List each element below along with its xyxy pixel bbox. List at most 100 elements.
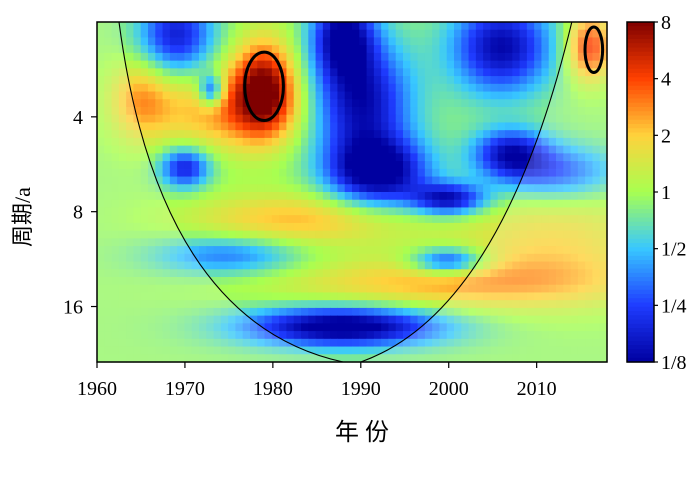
heatmap-cell	[446, 246, 455, 255]
heatmap-cell	[206, 137, 215, 147]
heatmap-cell	[250, 153, 258, 162]
heatmap-cell	[330, 22, 339, 31]
heatmap-cell	[410, 107, 419, 116]
heatmap-cell	[271, 130, 280, 139]
heatmap-cell	[556, 99, 564, 108]
heatmap-cell	[395, 292, 404, 301]
heatmap-cell	[388, 261, 397, 270]
heatmap-cell	[228, 37, 237, 46]
heatmap-cell	[505, 145, 513, 154]
heatmap-cell	[395, 107, 404, 116]
heatmap-cell	[461, 323, 470, 332]
heatmap-cell	[97, 238, 105, 247]
heatmap-cell	[148, 338, 156, 348]
heatmap-cell	[148, 176, 156, 185]
heatmap-cell	[126, 22, 135, 31]
heatmap-cell	[410, 153, 419, 162]
heatmap-cell	[541, 130, 550, 139]
heatmap-cell	[548, 184, 557, 193]
heatmap-cell	[220, 60, 229, 69]
heatmap-cell	[570, 269, 579, 278]
heatmap-cell	[322, 52, 331, 62]
heatmap-cell	[446, 269, 455, 278]
heatmap-cell	[271, 122, 280, 131]
heatmap-cell	[468, 153, 477, 162]
heatmap-cell	[271, 83, 280, 93]
heatmap-cell	[191, 91, 200, 100]
heatmap-cell	[592, 246, 601, 255]
heatmap-cell	[577, 222, 586, 232]
heatmap-cell	[505, 99, 513, 108]
heatmap-cell	[563, 222, 572, 232]
heatmap-cell	[417, 114, 426, 124]
heatmap-cell	[97, 315, 105, 324]
heatmap-cell	[315, 222, 324, 232]
heatmap-cell	[104, 145, 113, 154]
heatmap-cell	[468, 68, 477, 77]
heatmap-cell	[220, 176, 229, 185]
heatmap-cell	[308, 145, 317, 154]
heatmap-cell	[556, 168, 564, 178]
heatmap-cell	[490, 29, 499, 39]
heatmap-cell	[250, 91, 258, 100]
heatmap-cell	[541, 207, 550, 216]
heatmap-cell	[585, 230, 594, 239]
heatmap-cell	[417, 238, 426, 247]
heatmap-cell	[111, 354, 120, 363]
heatmap-cell	[497, 207, 506, 216]
heatmap-cell	[97, 22, 105, 31]
heatmap-cell	[439, 83, 448, 93]
heatmap-cell	[505, 161, 513, 170]
heatmap-cell	[548, 45, 557, 54]
heatmap-cell	[118, 292, 127, 301]
heatmap-cell	[439, 215, 448, 224]
heatmap-cell	[454, 323, 462, 332]
heatmap-cell	[169, 354, 178, 363]
heatmap-cell	[337, 199, 346, 209]
heatmap-cell	[242, 277, 251, 286]
heatmap-cell	[286, 261, 295, 270]
heatmap-cell	[534, 137, 543, 147]
heatmap-cell	[126, 60, 135, 69]
heatmap-cell	[395, 114, 404, 124]
heatmap-cell	[454, 277, 462, 286]
heatmap-cell	[366, 346, 375, 355]
heatmap-cell	[373, 315, 382, 324]
heatmap-cell	[191, 207, 200, 216]
heatmap-cell	[468, 192, 477, 201]
heatmap-cell	[271, 292, 280, 301]
heatmap-cell	[228, 29, 237, 39]
heatmap-cell	[118, 161, 127, 170]
heatmap-cell	[322, 230, 331, 239]
heatmap-cell	[279, 284, 288, 294]
heatmap-cell	[432, 60, 441, 69]
heatmap-cell	[315, 253, 324, 263]
heatmap-cell	[526, 37, 535, 46]
heatmap-cell	[439, 238, 448, 247]
heatmap-cell	[264, 246, 273, 255]
heatmap-cell	[133, 215, 142, 224]
heatmap-cell	[497, 277, 506, 286]
heatmap-cell	[512, 91, 521, 100]
heatmap-cell	[475, 29, 484, 39]
heatmap-cell	[344, 269, 353, 278]
heatmap-cell	[424, 307, 433, 317]
heatmap-cell	[199, 45, 207, 54]
heatmap-cell	[308, 52, 317, 62]
heatmap-cell	[184, 246, 193, 255]
heatmap-cell	[446, 207, 455, 216]
heatmap-cell	[286, 307, 295, 317]
heatmap-cell	[512, 45, 521, 54]
heatmap-cell	[257, 137, 266, 147]
heatmap-cell	[592, 29, 601, 39]
heatmap-cell	[330, 199, 339, 209]
heatmap-cell	[512, 37, 521, 46]
heatmap-cell	[483, 60, 492, 69]
heatmap-cell	[271, 99, 280, 108]
heatmap-cell	[381, 153, 390, 162]
heatmap-cell	[242, 153, 251, 162]
heatmap-cell	[556, 184, 564, 193]
heatmap-cell	[104, 137, 113, 147]
heatmap-cell	[454, 137, 462, 147]
